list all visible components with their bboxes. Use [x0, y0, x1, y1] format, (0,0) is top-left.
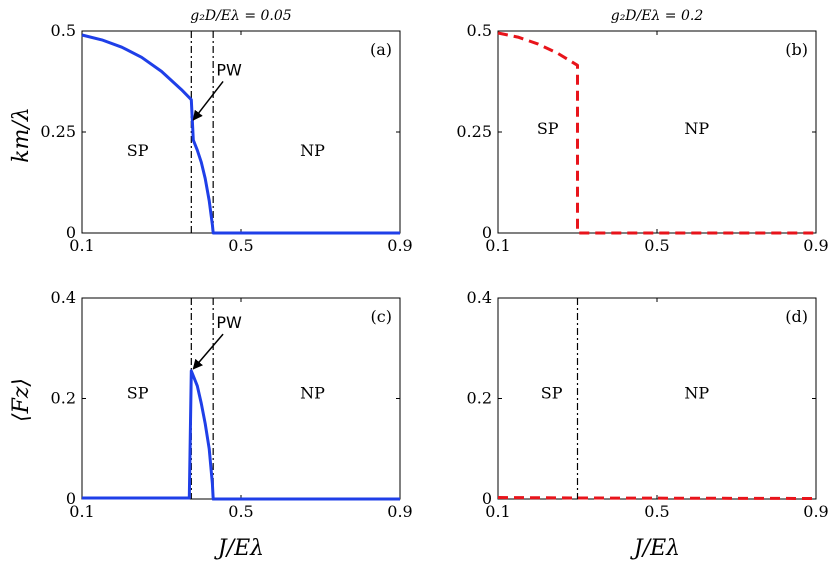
ylabel-top: km/λ	[9, 107, 34, 163]
pw-annotation-label: PW	[216, 313, 242, 332]
y-tick-label: 0.4	[51, 288, 76, 307]
y-tick-label: 0.5	[467, 21, 492, 40]
series-line	[82, 369, 400, 501]
y-tick-label: 0.4	[467, 288, 492, 307]
region-label: NP	[684, 119, 709, 138]
panel-d: 0.1 0.5 0.9 0 0.2 0.4 SP NP (d)	[467, 288, 829, 521]
x-tick-label: 0.1	[69, 236, 94, 255]
pw-annotation-arrow	[192, 333, 224, 370]
panel-a: 0.1 0.5 0.9 0 0.25 0.5 SP NP (a) PW	[40, 21, 412, 255]
panel-b: 0.1 0.5 0.9 0 0.25 0.5 SP NP (b)	[456, 21, 828, 255]
x-tick-label: 0.5	[228, 236, 253, 255]
x-tick-label: 0.1	[485, 502, 510, 521]
pw-annotation-label: PW	[216, 60, 242, 79]
y-tick-label: 0	[66, 489, 76, 508]
y-tick-label: 0.25	[456, 122, 492, 141]
x-tick-label: 0.5	[228, 502, 253, 521]
panel-label: (b)	[785, 40, 808, 59]
x-tick-label: 0.1	[485, 236, 510, 255]
y-tick-label: 0	[66, 223, 76, 242]
region-label: NP	[684, 384, 709, 403]
title-right: g₂D/Eλ = 0.2	[611, 8, 704, 24]
xlabel-left: J/Eλ	[214, 536, 264, 561]
y-tick-label: 0	[482, 223, 492, 242]
y-tick-label: 0.2	[467, 389, 492, 408]
y-tick-label: 0.5	[51, 21, 76, 40]
x-tick-label: 0.1	[69, 502, 94, 521]
y-tick-label: 0	[482, 489, 492, 508]
xlabel-right: J/Eλ	[630, 536, 680, 561]
panel-label: (d)	[785, 307, 808, 326]
y-tick-label: 0.25	[40, 122, 76, 141]
panel-c: 0.1 0.5 0.9 0 0.2 0.4 SP NP (c) PW	[51, 288, 413, 521]
panel-label: (a)	[370, 40, 392, 59]
y-tick-label: 0.2	[51, 389, 76, 408]
region-label: SP	[537, 119, 559, 138]
x-tick-label: 0.9	[803, 236, 828, 255]
x-tick-label: 0.5	[644, 502, 669, 521]
x-tick-label: 0.5	[644, 236, 669, 255]
x-tick-label: 0.9	[803, 502, 828, 521]
region-label: SP	[541, 384, 563, 403]
panel-label: (c)	[371, 307, 392, 326]
x-tick-label: 0.9	[387, 236, 412, 255]
region-label: NP	[300, 141, 325, 160]
region-label: NP	[300, 384, 325, 403]
region-label: SP	[127, 384, 149, 403]
pw-annotation-arrow	[192, 80, 224, 121]
ylabel-bottom: ⟨Fz⟩	[9, 378, 34, 422]
x-tick-label: 0.9	[387, 502, 412, 521]
series-line	[497, 31, 816, 235]
series-line	[81, 33, 400, 235]
region-label: SP	[127, 141, 149, 160]
title-left: g₂D/Eλ = 0.05	[190, 8, 292, 24]
